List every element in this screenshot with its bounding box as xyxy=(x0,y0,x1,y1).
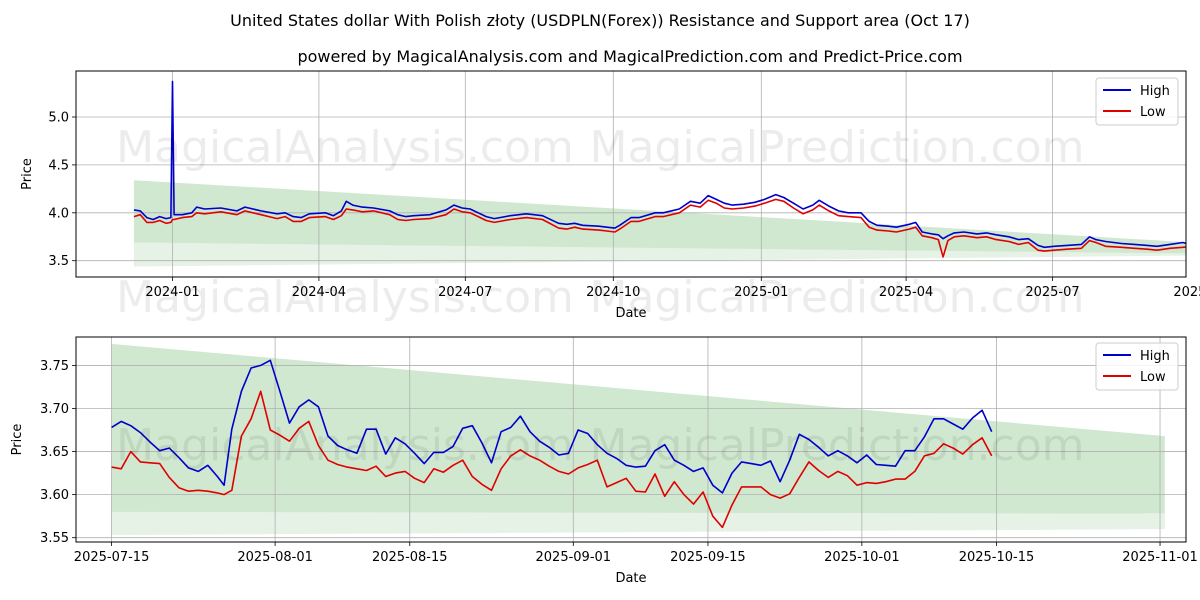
bottom-panel: 2025-07-15 2025-08-01 2025-08-15 2025-09-01… xyxy=(10,336,1198,586)
watermark-analysis-mid: MagicalAnalysis.com xyxy=(116,272,574,323)
x-tick-label: 2024-07 xyxy=(438,285,492,300)
legend: High Low xyxy=(1095,77,1179,126)
x-axis-label: Date xyxy=(615,571,646,586)
x-tick-label: 2025-01 xyxy=(734,285,788,300)
x-axis-label: Date xyxy=(615,306,646,321)
low-series-line xyxy=(133,198,1186,258)
x-tick-label: 2025-08-01 xyxy=(237,550,313,565)
x-tick-label: 2025-09-15 xyxy=(670,550,746,565)
watermark-prediction-bottom: MagicalPrediction.com xyxy=(590,420,1085,471)
watermark-prediction-mid: MagicalPrediction.com xyxy=(590,272,1085,323)
high-series-line xyxy=(111,359,993,494)
y-tick-label: 3.55 xyxy=(40,531,69,546)
x-tick-label: 2025-09-01 xyxy=(536,550,612,565)
y-tick-label: 5.0 xyxy=(48,110,69,125)
x-tick-label: 2024-01 xyxy=(145,285,199,300)
y-tick-label: 3.70 xyxy=(40,402,69,417)
chart-subtitle: powered by MagicalAnalysis.com and Magic… xyxy=(297,47,962,66)
legend-high-label: High xyxy=(1140,349,1170,364)
chart-title: United States dollar With Polish złoty (… xyxy=(230,11,970,30)
plot-frame xyxy=(75,336,1187,543)
x-tick-label: 2025-10-01 xyxy=(824,550,900,565)
high-series-line xyxy=(133,80,1186,249)
y-tick-label: 4.5 xyxy=(48,158,69,173)
x-tick-label: 2025-04 xyxy=(879,285,933,300)
x-tick-label: 2024-04 xyxy=(292,285,346,300)
x-tick-label: 2024-10 xyxy=(586,285,640,300)
y-tick-label: 3.65 xyxy=(40,445,69,460)
low-series-line xyxy=(111,390,993,529)
y-tick-label: 3.60 xyxy=(40,488,69,503)
plot-frame xyxy=(75,70,1187,278)
x-tick-label: 2025-07-15 xyxy=(74,550,150,565)
y-axis-label: Price xyxy=(10,424,25,456)
legend-high-label: High xyxy=(1140,84,1170,99)
x-tick-label: 2025-10 xyxy=(1173,285,1200,300)
legend-low-label: Low xyxy=(1140,370,1166,385)
x-tick-label: 2025-11-01 xyxy=(1122,550,1198,565)
legend-low-label: Low xyxy=(1140,105,1166,120)
watermark-analysis-top: MagicalAnalysis.com xyxy=(116,122,574,173)
x-tick-label: 2025-10-15 xyxy=(959,550,1035,565)
x-tick-label: 2025-07 xyxy=(1025,285,1079,300)
y-tick-label: 4.0 xyxy=(48,206,69,221)
legend: High Low xyxy=(1095,342,1179,391)
x-tick-label: 2025-08-15 xyxy=(372,550,448,565)
y-axis-label: Price xyxy=(20,158,35,190)
y-tick-label: 3.5 xyxy=(48,254,69,269)
support-band xyxy=(111,511,1165,536)
top-panel: 2024-01 2024-04 2024-07 2024-10 2025-01 2025-… xyxy=(20,70,1200,321)
watermark-prediction-top: MagicalPrediction.com xyxy=(590,122,1085,173)
y-tick-label: 3.75 xyxy=(40,359,69,374)
watermark-analysis-bottom: MagicalAnalysis.com xyxy=(116,420,574,471)
resistance-band xyxy=(111,343,1165,514)
